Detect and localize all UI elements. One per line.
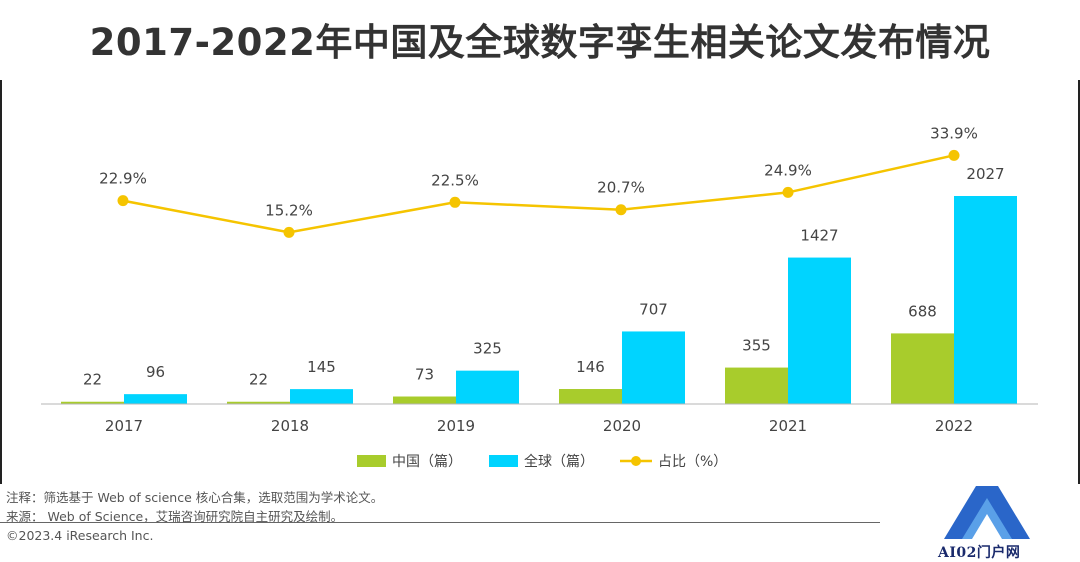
bar-global	[124, 394, 187, 404]
x-tick-label: 2018	[271, 417, 309, 435]
bar-china	[559, 389, 622, 404]
share-label: 24.9%	[764, 161, 812, 179]
data-label-china: 73	[415, 366, 434, 384]
data-label-china: 22	[83, 371, 102, 389]
x-tick-label: 2019	[437, 417, 475, 435]
data-label-global: 707	[639, 300, 668, 318]
x-tick-label: 2022	[935, 417, 973, 435]
chart-area: 22 96 22 145 73 325 146 707 355 1427 688 2027 2017 2…	[41, 124, 1038, 470]
note-copyright: ©2023.4 iResearch Inc.	[6, 528, 154, 543]
data-label-global: 2027	[966, 165, 1004, 183]
bar-china	[393, 396, 456, 404]
bar-global	[456, 370, 519, 404]
x-tick-label: 2017	[105, 417, 143, 435]
watermark-logo-icon	[944, 486, 1030, 539]
data-label-china: 146	[576, 358, 605, 376]
share-point	[615, 204, 627, 216]
bar-global	[290, 389, 353, 404]
data-label-global: 145	[307, 358, 336, 376]
share-label: 22.9%	[99, 170, 147, 188]
share-label: 20.7%	[597, 179, 645, 197]
bar-global	[954, 196, 1017, 404]
data-label-china: 355	[742, 337, 771, 355]
notes-block: 注释：筛选基于 Web of science 核心合集，选取范围为学术论文。 来…	[6, 488, 383, 545]
bar-global	[622, 331, 685, 404]
legend-label-china: 中国（篇）	[392, 454, 462, 470]
bar-china	[891, 333, 954, 404]
notes-divider	[0, 522, 880, 523]
bar-china	[227, 401, 290, 404]
bar-global	[788, 257, 851, 404]
share-point	[782, 186, 794, 198]
share-point	[449, 196, 461, 208]
share-label: 33.9%	[930, 124, 978, 142]
x-tick-label: 2020	[603, 417, 641, 435]
data-label-china: 22	[249, 371, 268, 389]
bar-china	[725, 367, 788, 404]
share-point	[117, 195, 129, 207]
bar-china	[61, 401, 124, 404]
watermark-text: AI02门户网	[938, 545, 1021, 561]
share-label: 15.2%	[265, 201, 313, 219]
legend-swatch-china	[357, 455, 386, 467]
share-point	[283, 226, 295, 238]
page-title: 2017-2022年中国及全球数字孪生相关论文发布情况	[89, 21, 991, 64]
legend-swatch-global	[489, 455, 518, 467]
note-annotation: 注释：筛选基于 Web of science 核心合集，选取范围为学术论文。	[6, 490, 384, 505]
legend-label-share: 占比（%）	[658, 454, 727, 470]
data-label-global: 96	[146, 363, 165, 381]
data-label-global: 325	[473, 340, 502, 358]
share-point	[948, 149, 960, 161]
share-label: 22.5%	[431, 171, 479, 189]
chart-frame	[0, 80, 1080, 484]
legend-marker-share	[631, 456, 641, 466]
note-source: 来源： Web of Science，艾瑞咨询研究院自主研究及绘制。	[6, 509, 344, 524]
data-label-china: 688	[908, 302, 937, 320]
data-label-global: 1427	[800, 227, 838, 245]
share-line-series	[122, 154, 955, 234]
header-band	[0, 0, 1080, 80]
x-tick-label: 2021	[769, 417, 807, 435]
legend-label-global: 全球（篇）	[524, 453, 594, 470]
